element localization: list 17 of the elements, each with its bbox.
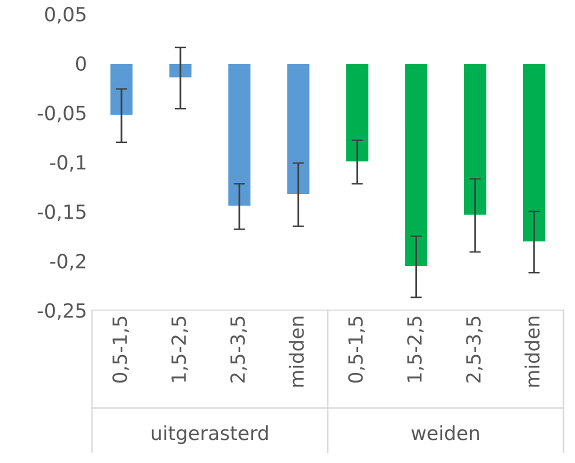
x-tick-label: 2,5-3,5 (466, 316, 483, 383)
text: uitgerasterd (152, 425, 268, 444)
text: weiden (411, 425, 479, 440)
x-tick-label: 2,5-3,5 (230, 316, 247, 383)
x-tick-label: 0,5-1,5 (348, 316, 365, 383)
x-tick-label: midden (524, 316, 540, 387)
x-tick-label: 0,5-1,5 (112, 316, 130, 383)
y-tick-label: -0,25 (38, 303, 86, 320)
y-tick-label: -0,05 (38, 106, 86, 122)
y-tick-label: 0,05 (45, 6, 86, 24)
y-tick-label: -0,2 (50, 254, 86, 270)
x-tick-label: 1,5-2,5 (407, 316, 424, 382)
x-tick-label: midden (288, 316, 304, 387)
y-tick-label: 0 (76, 56, 86, 71)
y-tick-label: -0,15 (38, 204, 86, 222)
x-tick-label: 1,5-2,5 (171, 316, 188, 382)
y-tick-label: -0,1 (50, 155, 86, 172)
